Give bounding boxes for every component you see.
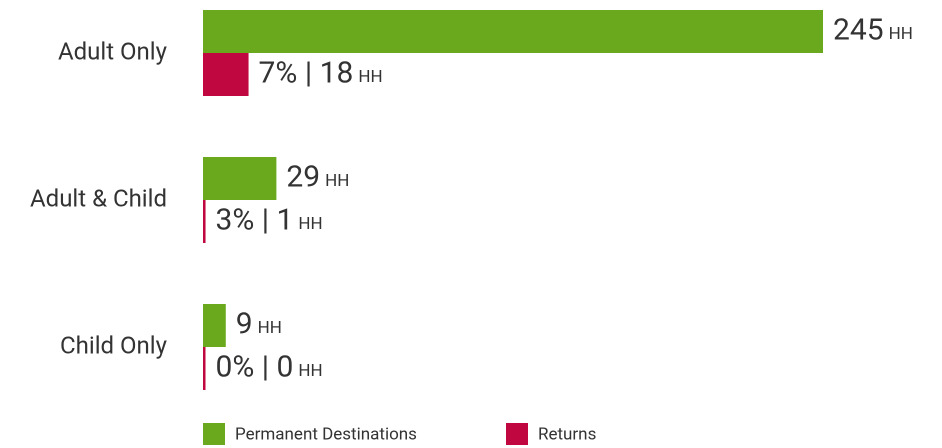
value-unit: HH (889, 24, 913, 44)
bar (203, 10, 823, 53)
value-label: 245 (833, 12, 884, 47)
category-label: Adult Only (58, 37, 168, 65)
value-unit: HH (325, 171, 349, 191)
legend-label: Permanent Destinations (235, 424, 417, 444)
value-label: 29 (286, 159, 320, 194)
bar (203, 304, 226, 347)
legend-swatch (506, 423, 528, 445)
value-label: 9 (236, 306, 253, 341)
bar (203, 347, 206, 390)
legend-label: Returns (538, 424, 596, 444)
legend-swatch (203, 423, 225, 445)
bar (203, 200, 206, 243)
bar (203, 53, 249, 96)
value-unit: HH (298, 214, 322, 234)
value-label: 7% | 18 (259, 55, 354, 90)
value-label: 3% | 1 (216, 202, 294, 237)
value-unit: HH (258, 318, 282, 338)
bar (203, 157, 277, 200)
value-label: 0% | 0 (216, 349, 294, 384)
category-label: Adult & Child (30, 184, 167, 212)
category-label: Child Only (60, 331, 168, 359)
value-unit: HH (358, 67, 382, 87)
value-unit: HH (298, 361, 322, 381)
